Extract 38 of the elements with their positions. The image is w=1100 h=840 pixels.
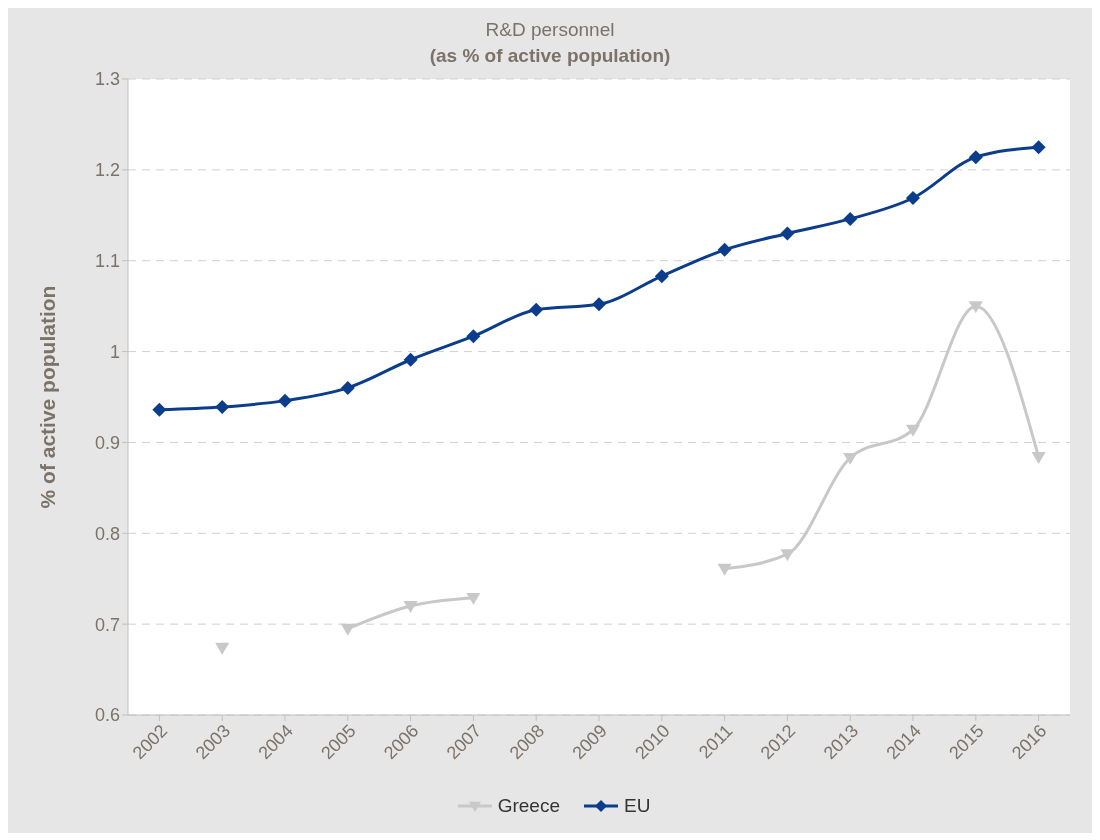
point <box>403 601 418 613</box>
y-tick-label: 0.8 <box>94 523 120 544</box>
y-axis-title: % of active population <box>36 285 60 509</box>
point <box>968 150 983 165</box>
point <box>843 211 858 226</box>
point <box>1031 452 1046 464</box>
point <box>340 623 355 636</box>
y-tick-label: 1.1 <box>94 251 120 272</box>
chart-subtitle: (as % of active population) <box>428 45 672 67</box>
y-tick-label: 0.9 <box>94 432 120 453</box>
point <box>654 269 669 284</box>
point <box>529 302 544 317</box>
point <box>780 226 795 241</box>
y-tick-label: 1.2 <box>94 160 120 181</box>
y-tick-label: 0.6 <box>94 705 120 726</box>
point <box>466 592 481 605</box>
legend-label: EU <box>623 795 651 817</box>
y-tick-label: 0.7 <box>94 614 120 635</box>
point <box>906 191 920 206</box>
point <box>843 452 858 465</box>
point <box>1031 140 1046 155</box>
point <box>340 380 355 395</box>
point <box>780 549 795 562</box>
chart-title: R&D personnel <box>484 19 616 41</box>
point <box>278 393 292 408</box>
point <box>592 297 606 312</box>
legend-label: Greece <box>497 795 560 817</box>
point <box>906 424 920 437</box>
point <box>717 563 732 576</box>
point <box>717 242 732 257</box>
y-tick-label: 1.3 <box>94 69 120 90</box>
point <box>466 329 481 344</box>
point <box>215 642 230 655</box>
point <box>215 399 230 414</box>
point <box>152 402 167 417</box>
point <box>403 352 418 367</box>
y-tick-label: 1 <box>109 341 120 362</box>
point <box>968 301 983 314</box>
